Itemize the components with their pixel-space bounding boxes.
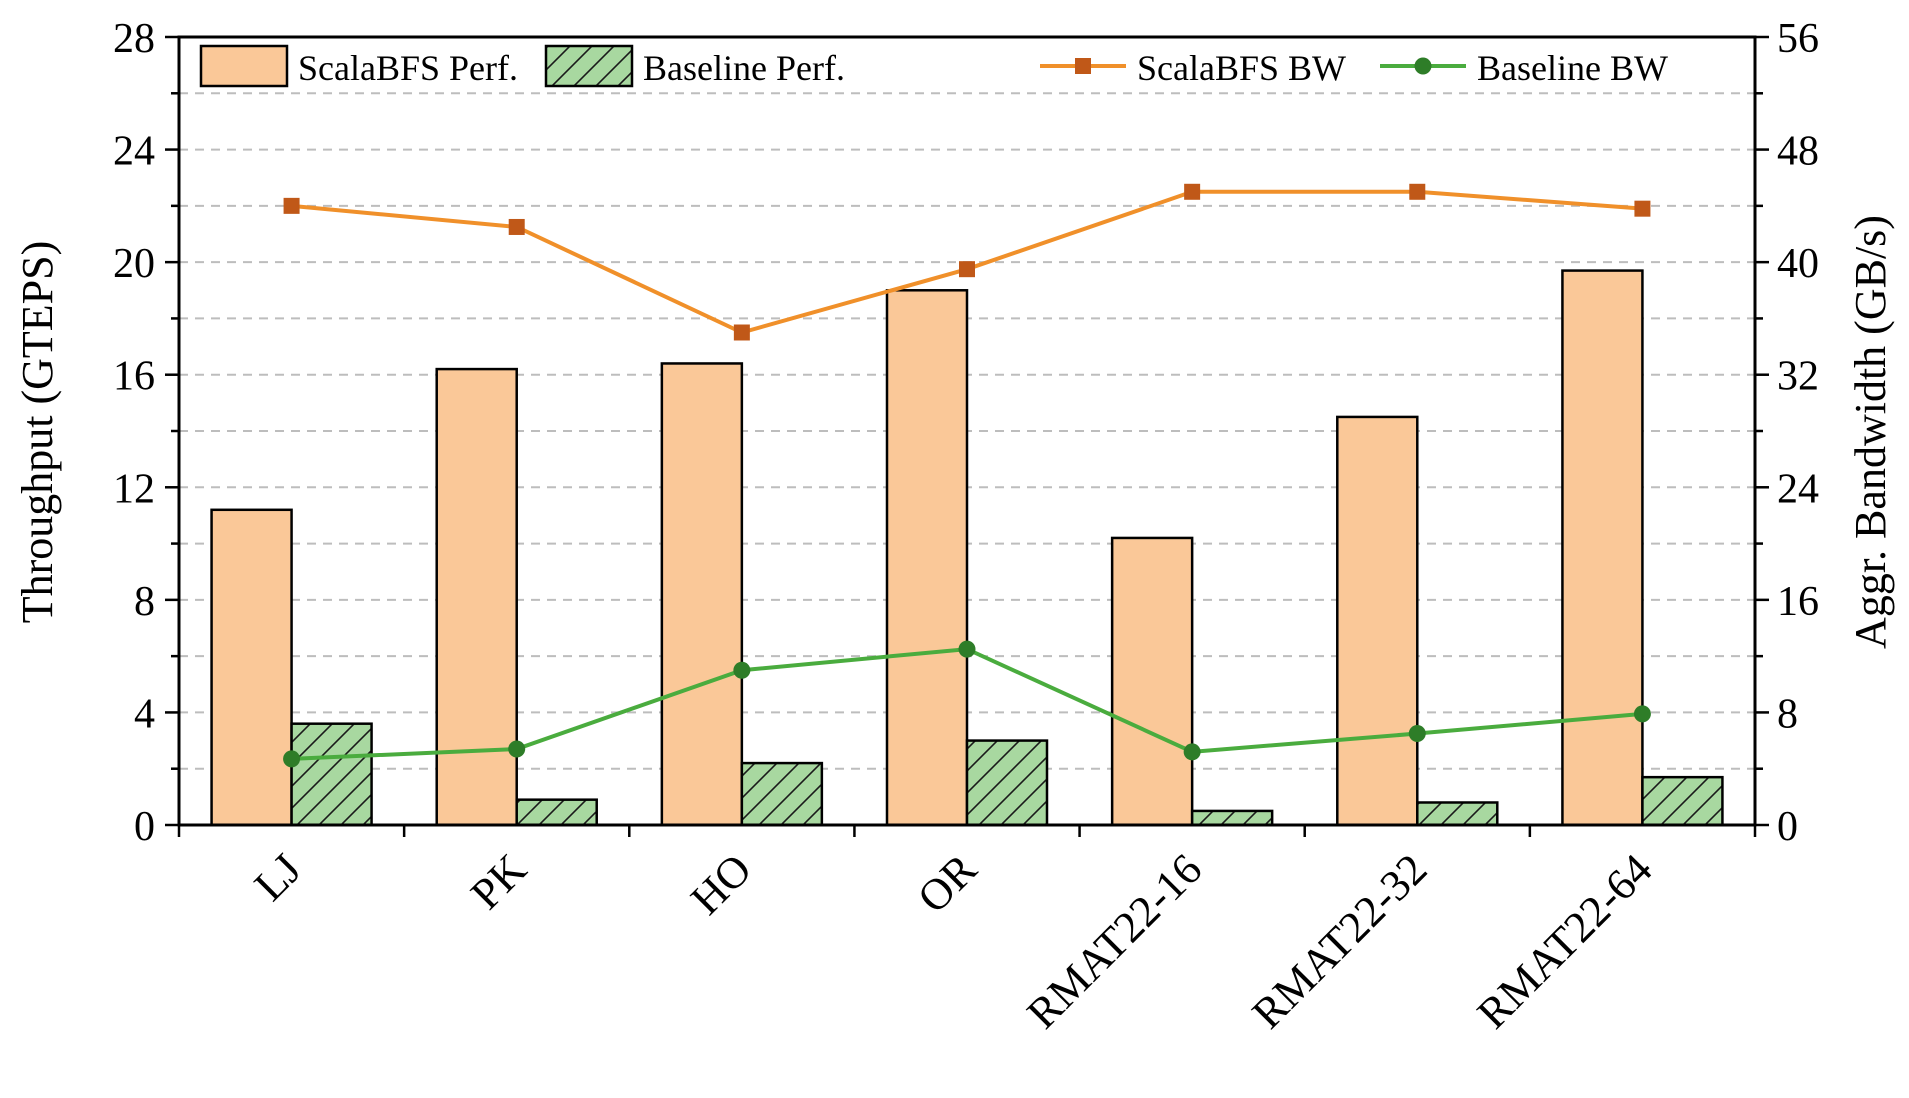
y2-tick-label: 56 — [1777, 16, 1819, 62]
scalabfs-perf-bar — [885, 289, 969, 827]
scalabfs-perf-bar — [1336, 415, 1419, 827]
legend-marker-scalabfs-bw — [1075, 58, 1091, 74]
y2-tick-label: 16 — [1777, 579, 1819, 625]
x-category-label: RMAT22-16 — [1018, 844, 1212, 1038]
legend-label-baseline-bw: Baseline BW — [1477, 48, 1668, 88]
baseline-bw-marker — [958, 640, 976, 658]
y-tick-label: 4 — [134, 691, 155, 737]
scalabfs-bw-marker — [283, 197, 300, 214]
baseline-perf-bar — [290, 722, 373, 827]
scalabfs-bw-marker — [733, 324, 750, 341]
x-category-label: RMAT22-64 — [1468, 844, 1662, 1038]
baseline-perf-bar — [1641, 775, 1724, 827]
legend-label-baseline-perf: Baseline Perf. — [643, 48, 845, 88]
y-tick-label: 28 — [113, 16, 155, 62]
baseline-bw-marker — [283, 750, 301, 768]
y2-tick-label: 32 — [1777, 354, 1819, 400]
baseline-bw-marker — [1408, 725, 1426, 743]
y-axis-label: Throughput (GTEPS) — [13, 241, 62, 624]
y-tick-label: 16 — [113, 354, 155, 400]
y2-tick-label: 40 — [1777, 241, 1819, 287]
legend-marker-baseline-bw — [1414, 57, 1432, 75]
bandwidth-lines — [283, 183, 1651, 768]
scalabfs-bw-marker — [508, 218, 525, 235]
scalabfs-perf-bar — [660, 362, 744, 827]
y2-tick-label: 48 — [1777, 129, 1819, 175]
baseline-bw-marker — [508, 740, 526, 758]
y-tick-label: 24 — [113, 129, 155, 175]
baseline-bw-marker — [1183, 743, 1201, 761]
x-category-label: OR — [908, 844, 986, 922]
legend-label-scalabfs-perf: ScalaBFS Perf. — [298, 48, 518, 88]
scalabfs-perf-bar — [1110, 536, 1194, 827]
baseline-perf-bar — [515, 798, 598, 827]
baseline-perf-bar — [1416, 801, 1499, 827]
y-tick-label: 8 — [134, 579, 155, 625]
legend-label-scalabfs-bw: ScalaBFS BW — [1137, 48, 1346, 88]
scalabfs-bw-marker — [1409, 183, 1426, 200]
scalabfs-bw-marker — [1184, 183, 1201, 200]
baseline-bw-marker — [733, 661, 751, 679]
legend: ScalaBFS Perf. Baseline Perf. ScalaBFS BW B… — [199, 44, 1668, 88]
legend-swatch-baseline-perf — [544, 44, 634, 88]
scalabfs-bw-marker — [959, 261, 975, 278]
y-tick-label: 12 — [113, 466, 155, 512]
bars — [210, 269, 1724, 827]
y-tick-label: 0 — [134, 804, 155, 850]
legend-swatch-scalabfs-perf — [199, 44, 289, 88]
x-category-label: PK — [461, 844, 536, 919]
scalabfs-perf-bar — [210, 508, 293, 827]
baseline-perf-bar — [1190, 809, 1274, 827]
scalabfs-perf-bar — [1561, 269, 1644, 827]
scalabfs-perf-bar — [435, 367, 518, 827]
y2-tick-label: 0 — [1777, 804, 1798, 850]
x-category-label: HO — [681, 844, 761, 924]
baseline-bw-marker — [1633, 705, 1651, 723]
y-tick-label: 20 — [113, 241, 155, 287]
scalabfs-bw-marker — [1634, 200, 1651, 217]
baseline-perf-bar — [965, 739, 1049, 827]
y2-tick-label: 8 — [1777, 691, 1798, 737]
y2-axis-label: Aggr. Bandwidth (GB/s) — [1846, 215, 1895, 649]
x-category-label: LJ — [245, 844, 311, 910]
baseline-perf-bar — [740, 761, 824, 827]
y2-tick-label: 24 — [1777, 466, 1819, 512]
x-category-label: RMAT22-32 — [1243, 844, 1437, 1038]
